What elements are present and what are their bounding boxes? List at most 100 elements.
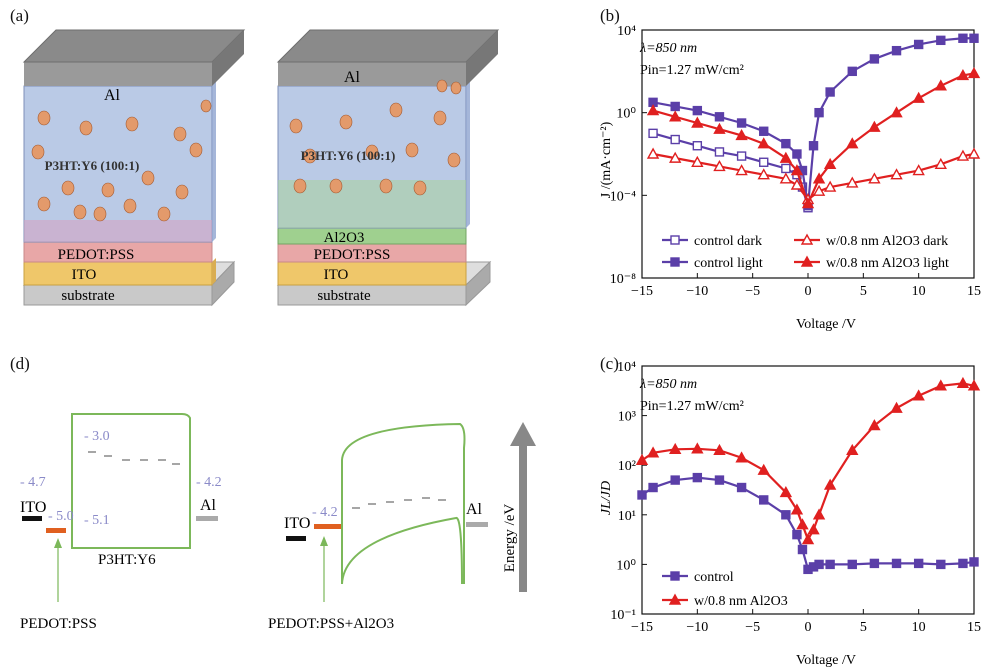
device-1: Al P3HT:Y6 (100:1) PEDOT:PSS ITO substra… [22, 29, 246, 307]
legend-label: w/0.8 nm Al2O3 light [826, 256, 949, 271]
x-tick-label: 15 [967, 284, 981, 299]
data-point [713, 159, 726, 172]
series-markers-2 [646, 147, 981, 205]
data-point [891, 45, 902, 56]
active-label-left: P3HT:Y6 [98, 552, 156, 568]
pedot-level-right [314, 524, 342, 529]
chart-b: λ=850 nm Pin=1.27 mW/cm² Voltage /V J /(… [599, 24, 981, 332]
series-markers-1 [635, 376, 981, 545]
ito-label-right: ITO [284, 515, 310, 532]
al-label-left: Al [200, 497, 217, 514]
data-point [969, 33, 979, 43]
y-tick-label: 10⁻⁴ [610, 189, 636, 204]
data-point [825, 559, 835, 570]
panel-label-a: (a) [10, 6, 29, 25]
device1-al-label: Al [104, 87, 121, 104]
data-point [735, 164, 748, 176]
data-point [648, 482, 658, 493]
chart-b-ylabel: J /(mA·cm⁻²) [599, 121, 614, 198]
data-point [956, 69, 970, 81]
data-point [823, 180, 837, 192]
legend-entry: control light [662, 256, 763, 271]
data-point [913, 39, 924, 50]
data-point [967, 66, 981, 79]
data-point [736, 482, 747, 493]
data-point [825, 87, 835, 97]
data-point [807, 523, 820, 535]
legend-marker [668, 593, 682, 605]
active-band-right-bottom [341, 516, 463, 585]
data-point [714, 147, 725, 157]
data-point [779, 151, 793, 163]
v-lumo: - 3.0 [84, 429, 110, 444]
active-band-left [71, 413, 191, 549]
data-point [814, 107, 824, 118]
data-point [735, 128, 748, 141]
data-point [847, 559, 857, 570]
y-tick-label: 10⁴ [617, 24, 636, 39]
chart-c-xlabel: Voltage /V [796, 653, 856, 668]
data-point [781, 510, 791, 520]
data-point [801, 197, 815, 209]
legend-entry: control [662, 570, 734, 585]
data-point [934, 379, 947, 391]
data-point [869, 54, 880, 64]
data-point [913, 558, 924, 569]
legend-label: control [694, 570, 734, 585]
ito-level-right [286, 536, 306, 541]
series-line-0 [641, 476, 975, 571]
data-point [934, 157, 947, 170]
data-point [736, 151, 747, 161]
data-point [958, 33, 968, 43]
data-point [869, 558, 880, 569]
y-tick-label: 10⁻⁸ [610, 272, 636, 287]
data-point [792, 529, 802, 540]
al-level-right [466, 522, 488, 527]
data-point [846, 137, 859, 149]
data-point [823, 157, 837, 170]
data-point [846, 443, 859, 456]
x-tick-label: −15 [631, 284, 653, 299]
data-point [796, 518, 809, 530]
data-point [967, 379, 981, 391]
x-tick-label: 10 [912, 284, 926, 299]
device1-substrate-label: substrate [61, 288, 115, 304]
data-point [790, 164, 804, 176]
data-point [847, 66, 857, 77]
energy-diagram-right: ITO Al - 4.2 PEDOT:PSS+Al2O3 [268, 422, 488, 632]
v-pedot-right: - 4.2 [312, 505, 338, 520]
legend-entry: control dark [662, 234, 762, 249]
legend-label: control dark [694, 234, 762, 249]
data-point [846, 176, 859, 188]
legend-entry: w/0.8 nm Al2O3 dark [794, 233, 948, 249]
legend-entry: w/0.8 nm Al2O3 light [794, 255, 949, 271]
x-tick-label: 5 [860, 284, 867, 299]
data-point [790, 178, 804, 190]
energy-diagram: ITO Al - 4.7 - 5.0 - 3.0 - 5.1 - 4.2 P3H… [20, 413, 536, 632]
data-point [779, 486, 793, 498]
device2-pedot-label: PEDOT:PSS [314, 247, 391, 263]
device-2: Al P3HT:Y6 (100:1) Al2O3 PEDOT:PSS ITO s… [276, 29, 500, 307]
legend-label: control light [694, 256, 763, 271]
data-point [692, 105, 703, 116]
legend-marker [670, 571, 680, 581]
data-point [735, 451, 748, 463]
device-schematic: Al P3HT:Y6 (100:1) PEDOT:PSS ITO substra… [22, 29, 500, 307]
x-tick-label: −5 [745, 284, 760, 299]
al-label-right: Al [466, 501, 483, 518]
data-point [812, 508, 826, 520]
v-homo: - 5.1 [84, 513, 110, 528]
data-point [646, 104, 660, 116]
data-point [648, 128, 658, 139]
pedot-label-right: PEDOT:PSS+Al2O3 [268, 616, 394, 632]
device2-ito-label: ITO [324, 267, 349, 283]
energy-axis-label: Energy /eV [502, 504, 518, 573]
data-point [790, 503, 804, 515]
data-point [669, 151, 682, 163]
data-point [868, 419, 881, 431]
device1-active-label: P3HT:Y6 (100:1) [45, 158, 140, 173]
data-point [669, 110, 682, 122]
al-level-left [196, 516, 218, 521]
data-point [779, 172, 793, 184]
data-point [759, 495, 769, 505]
